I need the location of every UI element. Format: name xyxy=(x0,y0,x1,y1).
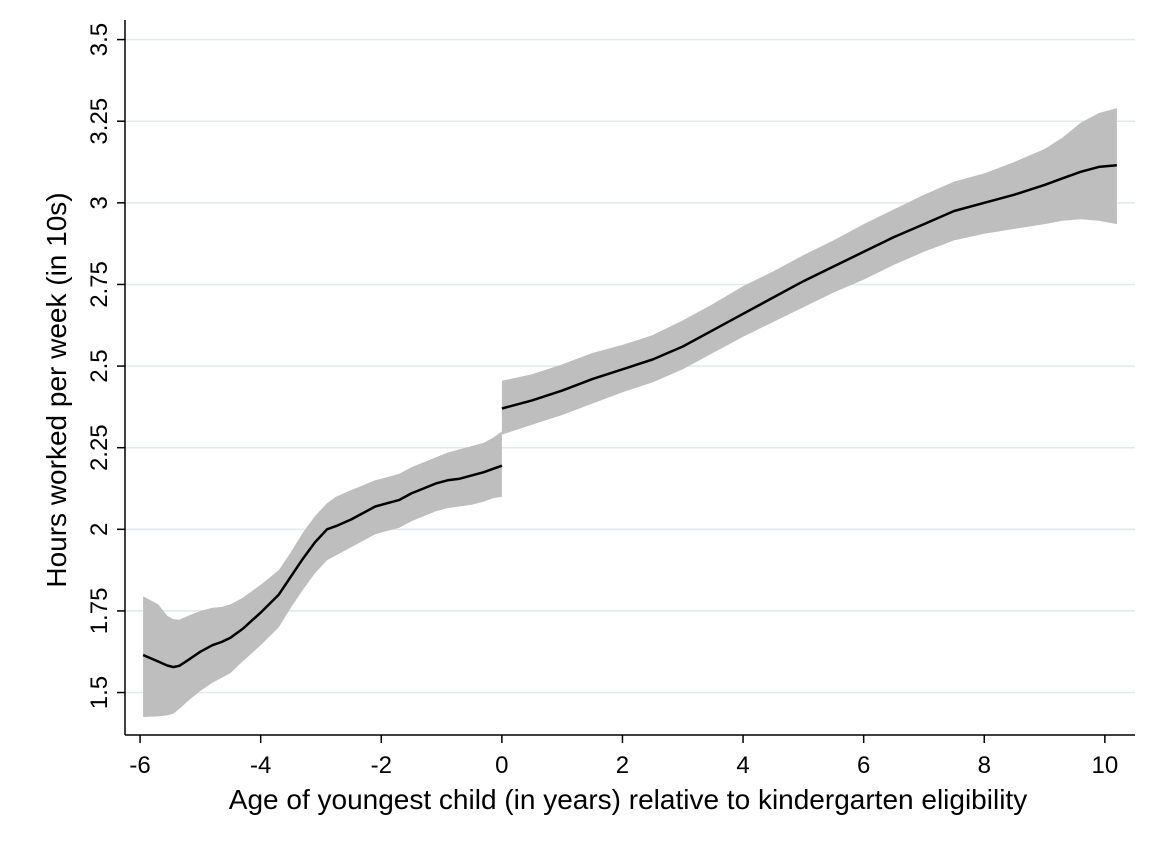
y-tick-label: 2.5 xyxy=(86,349,113,382)
y-tick-label: 1.5 xyxy=(86,676,113,709)
fitted-line xyxy=(142,464,503,669)
y-tick-label: 2 xyxy=(86,523,113,536)
y-tick-label: 3.5 xyxy=(86,23,113,56)
x-tick-label: -2 xyxy=(371,752,392,779)
x-tick-label: -4 xyxy=(250,752,271,779)
axes xyxy=(124,20,1135,736)
y-tick-label: 2.75 xyxy=(86,261,113,308)
x-tick-label: -6 xyxy=(129,752,150,779)
y-tick-label: 1.75 xyxy=(86,588,113,635)
confidence-bands xyxy=(143,108,1117,717)
x-tick-label: 2 xyxy=(616,752,629,779)
x-axis-title: Age of youngest child (in years) relativ… xyxy=(229,784,1027,815)
fitted-lines xyxy=(142,164,1118,669)
y-axis-title: Hours worked per week (in 10s) xyxy=(41,192,72,587)
x-tick-label: 8 xyxy=(978,752,991,779)
x-tick-label: 4 xyxy=(736,752,749,779)
y-tick-label: 3 xyxy=(86,196,113,209)
x-tick-label: 10 xyxy=(1091,752,1118,779)
fitted-line xyxy=(501,164,1118,410)
y-tick-label: 3.25 xyxy=(86,98,113,145)
confidence-band xyxy=(143,431,502,717)
y-tick-label: 2.25 xyxy=(86,424,113,471)
x-tick-label: 0 xyxy=(495,752,508,779)
ticks: 1.5 1.75 2 2.25 2.5 2.75 3 3.25 3.5 -6 -4 -2 0 2 4 6 8 10 xyxy=(86,23,1118,779)
confidence-band xyxy=(501,108,1117,435)
x-tick-label: 6 xyxy=(857,752,870,779)
